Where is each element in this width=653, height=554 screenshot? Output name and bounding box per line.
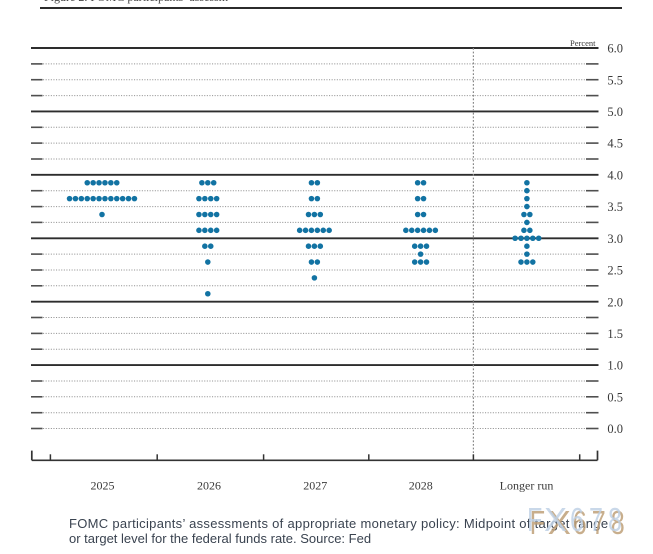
svg-text:2025: 2025	[91, 479, 115, 493]
svg-text:2026: 2026	[197, 479, 221, 493]
svg-text:Longer run: Longer run	[500, 479, 554, 493]
svg-text:2028: 2028	[409, 479, 433, 493]
svg-text:5.0: 5.0	[607, 105, 623, 119]
svg-text:5.5: 5.5	[607, 73, 623, 87]
svg-text:1.0: 1.0	[607, 359, 623, 373]
svg-text:0.5: 0.5	[607, 390, 623, 404]
svg-text:2.0: 2.0	[607, 295, 623, 309]
svg-text:2027: 2027	[303, 479, 327, 493]
svg-text:2.5: 2.5	[607, 264, 623, 278]
svg-text:Percent: Percent	[570, 38, 596, 48]
svg-text:3.5: 3.5	[607, 200, 623, 214]
svg-text:6.0: 6.0	[607, 42, 623, 56]
svg-text:1.5: 1.5	[607, 327, 623, 341]
svg-text:0.0: 0.0	[607, 422, 623, 436]
svg-text:4.0: 4.0	[607, 168, 623, 182]
svg-text:4.5: 4.5	[607, 137, 623, 151]
svg-text:3.0: 3.0	[607, 232, 623, 246]
